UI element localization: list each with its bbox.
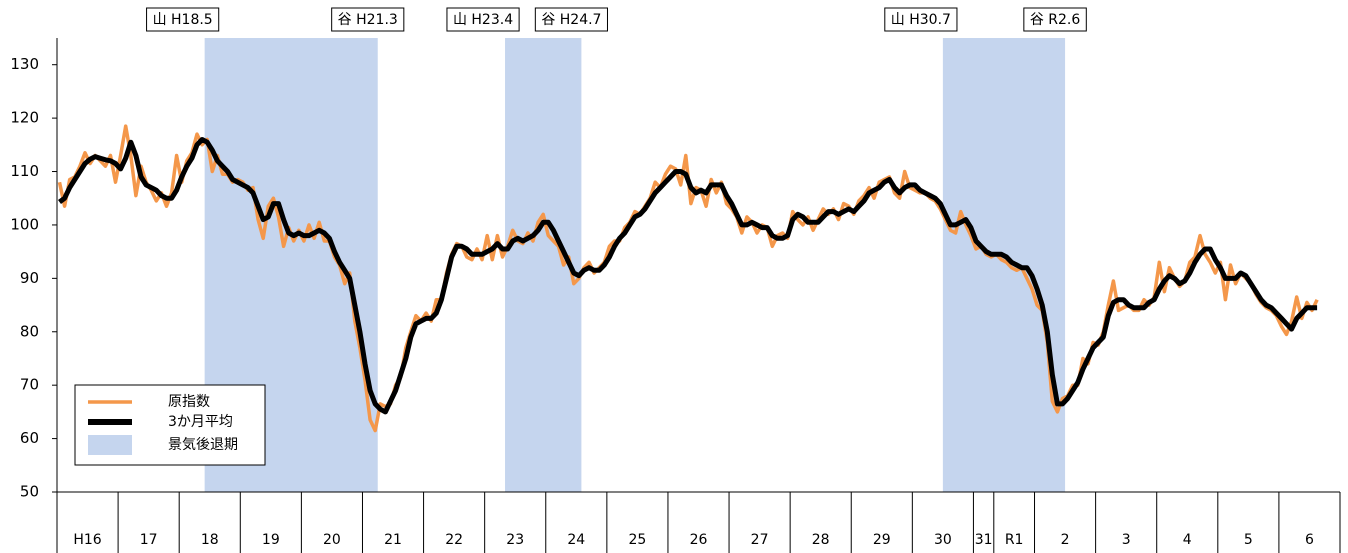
annotation: 山 H30.7 <box>891 12 951 28</box>
annotation: 谷 R2.6 <box>1030 12 1081 28</box>
annotation: 谷 H21.3 <box>338 12 398 28</box>
legend-label: 3か月平均 <box>168 414 233 430</box>
recession-band <box>942 38 1066 492</box>
y-tick-label: 100 <box>10 215 39 233</box>
y-tick-label: 60 <box>20 429 39 447</box>
x-tick-label: 5 <box>1244 532 1253 548</box>
y-tick-label: 90 <box>20 269 39 287</box>
x-tick-label: 17 <box>140 532 158 548</box>
x-tick-label: 27 <box>751 532 769 548</box>
x-tick-label: 23 <box>506 532 524 548</box>
x-tick-label: 4 <box>1183 532 1192 548</box>
y-tick-label: 70 <box>20 376 39 394</box>
y-tick-label: 130 <box>10 55 39 73</box>
x-tick-label: 21 <box>384 532 402 548</box>
x-tick-label: 19 <box>262 532 280 548</box>
x-tick-label: 20 <box>323 532 341 548</box>
y-tick-label: 110 <box>10 162 39 180</box>
x-tick-label: 18 <box>201 532 219 548</box>
legend-label: 景気後退期 <box>168 437 238 453</box>
annotation-box <box>331 7 405 32</box>
annotation-box <box>534 7 608 32</box>
annotation: 山 H18.5 <box>153 12 213 28</box>
x-tick-label: 26 <box>690 532 708 548</box>
x-tick-label: 2 <box>1061 532 1070 548</box>
x-tick-label: 25 <box>628 532 646 548</box>
x-tick-label: 29 <box>873 532 891 548</box>
x-tick-label: R1 <box>1005 532 1024 548</box>
x-tick-label: 6 <box>1305 532 1314 548</box>
x-tick-label: 30 <box>934 532 952 548</box>
x-tick-label: 3 <box>1122 532 1131 548</box>
annotation-box <box>1023 7 1087 32</box>
annotation: 山 H23.4 <box>453 12 513 28</box>
annotation-box <box>884 7 958 32</box>
legend-swatch <box>88 435 132 455</box>
annotation-box <box>146 7 220 32</box>
x-tick-label: H16 <box>73 532 101 548</box>
y-tick-label: 50 <box>20 483 39 501</box>
legend-label: 原指数 <box>168 394 210 410</box>
series-line <box>58 137 1318 415</box>
annotation-box <box>446 7 520 32</box>
annotation: 谷 H24.7 <box>541 12 601 28</box>
x-tick-label: 28 <box>812 532 830 548</box>
y-tick-label: 80 <box>20 322 39 340</box>
x-tick-label: 24 <box>567 532 585 548</box>
x-tick-label: 31 <box>975 532 993 548</box>
y-tick-label: 120 <box>10 109 39 127</box>
x-tick-label: 22 <box>445 532 463 548</box>
